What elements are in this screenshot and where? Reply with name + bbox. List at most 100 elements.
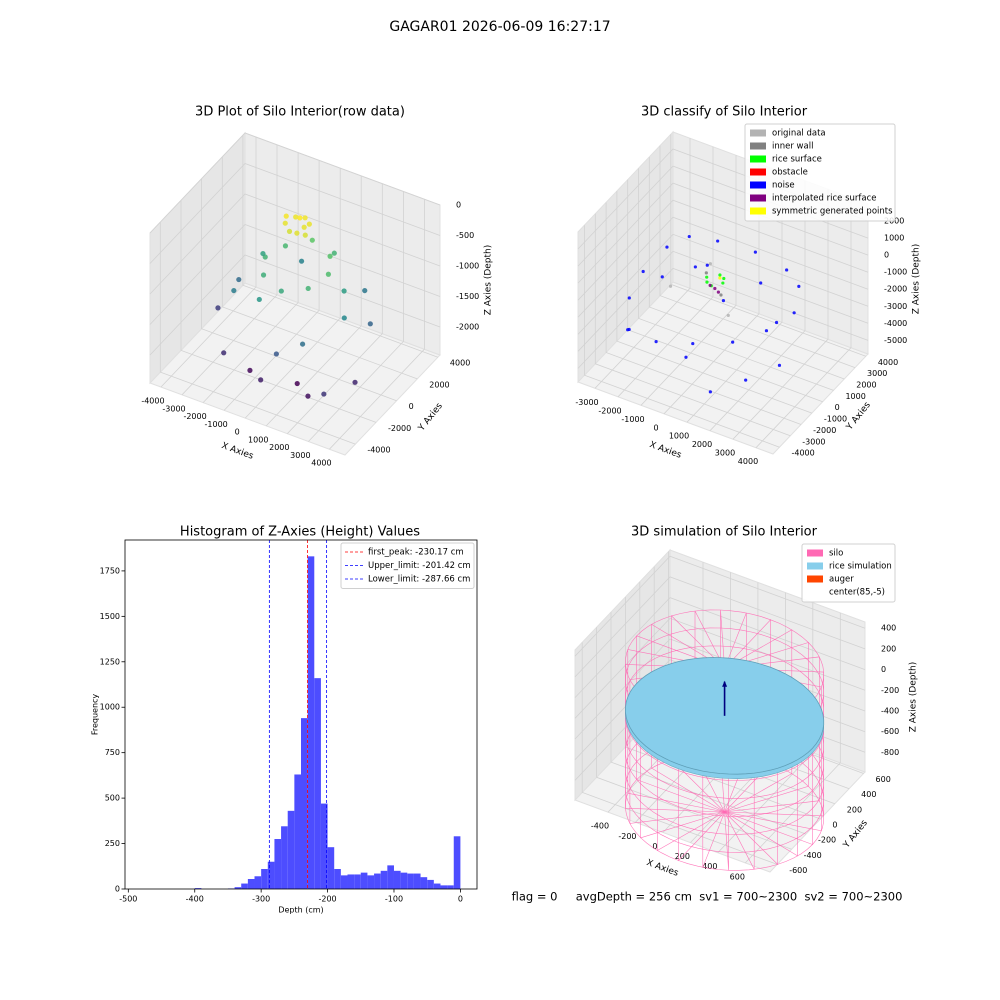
point bbox=[247, 367, 253, 373]
bar bbox=[407, 873, 414, 889]
x-tick-label: -4000 bbox=[141, 397, 164, 406]
y-grid-line bbox=[605, 202, 802, 425]
x-tick-label: 4000 bbox=[311, 459, 331, 468]
y-grid-line bbox=[616, 191, 813, 414]
legend-label: obstacle bbox=[772, 168, 808, 178]
y-tick-label: 1000 bbox=[845, 392, 865, 401]
y-tick-label: 200 bbox=[847, 805, 862, 814]
y-tick-label: 1750 bbox=[100, 566, 120, 575]
bar bbox=[247, 879, 255, 889]
y-grid-line bbox=[201, 178, 397, 402]
x-grid-line bbox=[160, 137, 257, 388]
legend-label: symmetric generated points bbox=[772, 207, 893, 217]
x-grid-line bbox=[287, 183, 383, 434]
bar bbox=[427, 879, 434, 889]
legend-label: Lower_limit: -287.66 cm bbox=[368, 575, 470, 585]
point bbox=[299, 341, 306, 347]
y-axis-label: Frequency bbox=[91, 694, 100, 736]
legend-label: auger bbox=[829, 575, 854, 585]
point bbox=[691, 341, 695, 346]
z-grid-line bbox=[577, 250, 869, 352]
z-tick-label: -2000 bbox=[456, 322, 479, 331]
bar bbox=[294, 774, 301, 889]
y-tick-label: -2000 bbox=[388, 424, 411, 433]
y-tick-label: -600 bbox=[789, 866, 807, 875]
z-grid-line bbox=[149, 163, 441, 264]
y-tick-label: 500 bbox=[105, 794, 120, 803]
point bbox=[331, 250, 337, 256]
z-grid-line bbox=[149, 132, 441, 234]
z-tick-label: -2000 bbox=[884, 285, 907, 294]
legend-swatch bbox=[750, 181, 766, 189]
point bbox=[797, 284, 801, 288]
z-grid-line bbox=[149, 254, 441, 356]
z-tick-label: -500 bbox=[456, 231, 474, 240]
y-tick-label: 250 bbox=[105, 839, 120, 848]
legend-label: noise bbox=[772, 181, 795, 191]
bar bbox=[440, 885, 448, 889]
x-axis-label: Depth (cm) bbox=[278, 906, 323, 915]
legend-swatch bbox=[807, 588, 823, 596]
point bbox=[309, 237, 315, 243]
point bbox=[362, 287, 368, 294]
z-axis-label: Z Axies (Depth) bbox=[912, 244, 922, 315]
x-tick-label: -200 bbox=[618, 832, 636, 841]
point bbox=[708, 390, 712, 394]
point bbox=[294, 230, 300, 236]
point bbox=[341, 315, 347, 321]
y-tick-label: 1250 bbox=[100, 657, 120, 666]
y-tick-label: -4000 bbox=[791, 449, 814, 458]
z-tick-label: 0 bbox=[884, 251, 889, 260]
point bbox=[764, 329, 769, 333]
legend-label: rice simulation bbox=[829, 562, 892, 572]
point bbox=[282, 243, 289, 249]
point bbox=[627, 296, 631, 300]
point bbox=[716, 290, 721, 294]
y-tick-label: 750 bbox=[105, 748, 120, 757]
bar bbox=[347, 874, 355, 889]
legend-swatch bbox=[750, 129, 766, 137]
y-tick-label: -400 bbox=[804, 851, 822, 860]
point bbox=[221, 350, 227, 356]
z-grid-line bbox=[577, 182, 869, 284]
point bbox=[352, 379, 358, 385]
z-tick-label: 400 bbox=[881, 624, 896, 633]
point bbox=[278, 288, 284, 294]
point bbox=[716, 239, 720, 243]
legend-label: interpolated rice surface bbox=[772, 194, 877, 204]
z-grid-line bbox=[577, 233, 869, 335]
y-grid-line bbox=[159, 222, 356, 445]
point bbox=[731, 340, 735, 344]
legend-swatch bbox=[807, 549, 823, 557]
point bbox=[294, 380, 300, 387]
z-grid-line bbox=[574, 597, 866, 698]
point bbox=[626, 328, 630, 332]
point bbox=[283, 213, 289, 219]
x-grid-line bbox=[640, 155, 737, 406]
x-tick-label: -2000 bbox=[598, 406, 621, 415]
bar bbox=[254, 876, 262, 889]
point bbox=[654, 340, 658, 344]
z-tick-label: 0 bbox=[456, 201, 461, 210]
point bbox=[687, 234, 691, 239]
bar bbox=[267, 861, 275, 889]
z-tick-label: -600 bbox=[881, 727, 899, 736]
point bbox=[297, 215, 303, 221]
x-grid-line bbox=[223, 160, 320, 411]
point bbox=[744, 378, 748, 382]
z-grid-line bbox=[577, 267, 869, 369]
x-grid-line bbox=[617, 146, 714, 398]
point bbox=[718, 273, 722, 277]
x-grid-line bbox=[265, 175, 362, 427]
x-grid-line bbox=[244, 168, 341, 419]
x-tick-label: -200 bbox=[318, 895, 336, 904]
x-grid-line bbox=[755, 197, 852, 448]
legend-swatch bbox=[750, 194, 766, 202]
bar bbox=[360, 872, 368, 889]
point bbox=[753, 250, 757, 254]
bar bbox=[274, 839, 282, 889]
y-tick-label: -1000 bbox=[824, 415, 847, 424]
y-tick-label: 400 bbox=[861, 790, 876, 799]
point bbox=[260, 250, 266, 257]
plot-frame bbox=[124, 539, 478, 890]
